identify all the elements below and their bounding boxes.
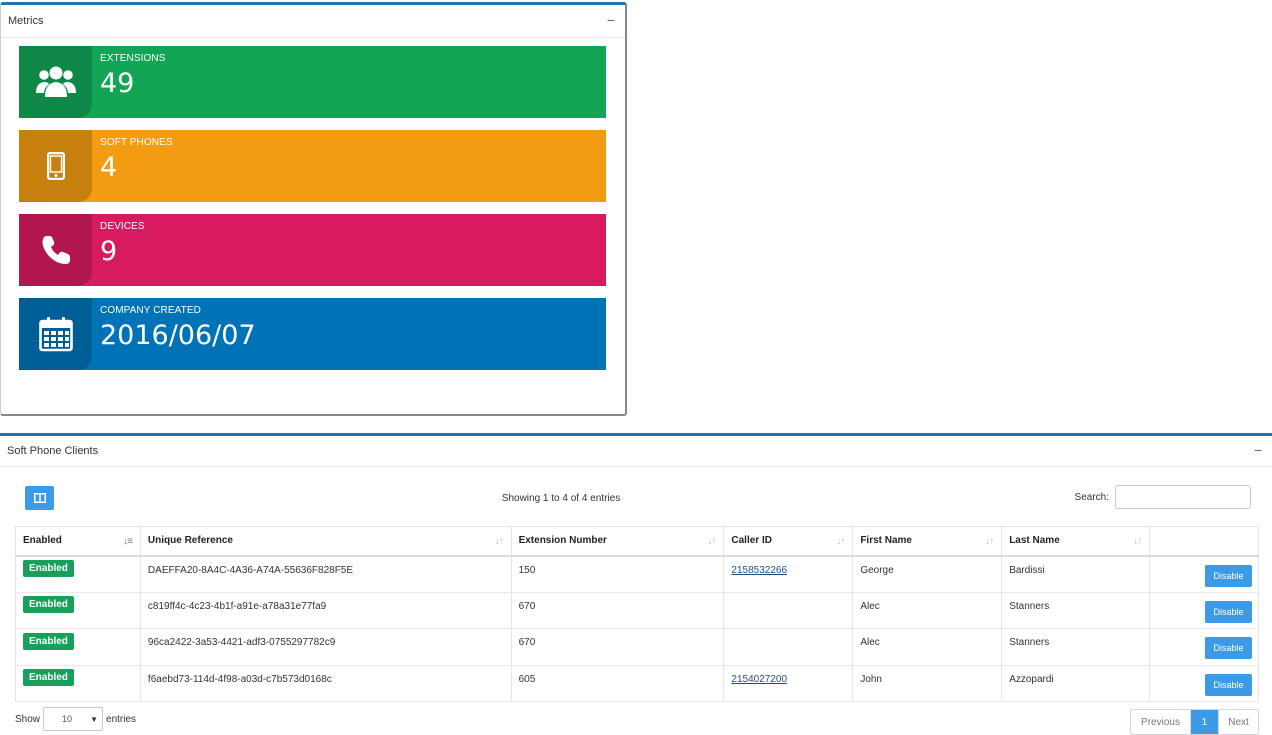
devices-value: 9: [100, 236, 118, 267]
clients-table: Enabled ↓≡ Unique Reference ↓↑ Extension…: [15, 526, 1259, 702]
enabled-badge: Enabled: [23, 669, 74, 687]
extension-number: 670: [518, 600, 536, 612]
enabled-badge: Enabled: [23, 596, 74, 614]
header-extension-number[interactable]: Extension Number ↓↑: [510, 526, 724, 557]
company-created-tile: COMPANY CREATED 2016/06/07: [19, 298, 606, 370]
extensions-value: 49: [100, 68, 135, 99]
header-first-name-label: First Name: [860, 535, 912, 547]
users-icon: [19, 46, 92, 118]
table-header-row: Enabled ↓≡ Unique Reference ↓↑ Extension…: [15, 526, 1259, 557]
header-last-name[interactable]: Last Name ↓↑: [1001, 526, 1150, 557]
first-name: Alec: [860, 600, 880, 612]
extension-number: 670: [518, 637, 536, 649]
calendar-icon: [19, 298, 92, 370]
table-row: Enabled f6aebd73-114d-4f98-a03d-c7b573d0…: [15, 665, 1259, 702]
company-created-value: 2016/06/07: [100, 320, 256, 351]
enabled-badge: Enabled: [23, 632, 74, 650]
search-input[interactable]: [1115, 485, 1251, 509]
metrics-panel: Metrics − EXTENSIONS 49: [0, 2, 627, 416]
header-first-name[interactable]: First Name ↓↑: [852, 526, 1002, 557]
clients-title: Soft Phone Clients: [7, 445, 99, 457]
soft-phones-value: 4: [100, 152, 118, 183]
phone-icon: [19, 214, 92, 286]
clients-header: Soft Phone Clients −: [0, 436, 1272, 467]
disable-button[interactable]: Disable: [1205, 600, 1252, 623]
search-label: Search:: [1074, 491, 1109, 503]
unique-reference: f6aebd73-114d-4f98-a03d-c7b573d0168c: [147, 673, 332, 685]
extension-number: 605: [518, 673, 536, 685]
header-actions: [1149, 526, 1259, 557]
header-enabled[interactable]: Enabled ↓≡: [15, 526, 141, 557]
header-enabled-label: Enabled: [23, 535, 62, 547]
header-caller-id[interactable]: Caller ID ↓↑: [723, 526, 853, 557]
unique-reference: DAEFFA20-8A4C-4A36-A74A-55636F828F5E: [147, 564, 354, 576]
disable-button[interactable]: Disable: [1205, 564, 1252, 587]
unique-reference: c819ff4c-4c23-4b1f-a91e-a78a31e77fa9: [147, 600, 327, 612]
entries-label: entries: [106, 713, 137, 725]
last-name: Azzopardi: [1009, 673, 1054, 685]
first-name: Alec: [860, 637, 880, 649]
table-info: Showing 1 to 4 of 4 entries: [501, 493, 621, 504]
header-caller-id-label: Caller ID: [731, 535, 772, 547]
disable-button[interactable]: Disable: [1205, 637, 1252, 659]
extension-number: 150: [518, 564, 536, 576]
caller-id-link[interactable]: 2158532266: [731, 564, 788, 576]
sort-icon: ↓↑: [836, 536, 845, 547]
metrics-header: Metrics −: [1, 5, 625, 38]
page-length-select[interactable]: 10 ▼: [43, 707, 104, 731]
header-unique-reference[interactable]: Unique Reference ↓↑: [139, 526, 512, 557]
next-page-button[interactable]: Next: [1218, 710, 1258, 734]
metrics-collapse-button[interactable]: −: [606, 11, 615, 28]
sort-icon: ↓↑: [707, 536, 716, 547]
last-name: Stanners: [1009, 637, 1050, 649]
previous-page-button[interactable]: Previous: [1131, 710, 1191, 734]
sort-icon: ↓↑: [494, 536, 504, 547]
devices-label: DEVICES: [100, 221, 145, 232]
header-unique-reference-label: Unique Reference: [147, 535, 233, 547]
columns-icon: [33, 493, 46, 503]
column-visibility-button[interactable]: [25, 486, 54, 510]
sort-asc-icon: ↓≡: [123, 536, 133, 547]
mobile-phone-icon: [19, 130, 92, 202]
pagination: Previous 1 Next: [1130, 709, 1259, 735]
caller-id-link[interactable]: 2154027200: [731, 673, 788, 685]
enabled-badge: Enabled: [23, 560, 74, 577]
extensions-tile: EXTENSIONS 49: [19, 46, 606, 118]
first-name: George: [860, 564, 894, 576]
header-extension-number-label: Extension Number: [518, 535, 607, 547]
table-row: Enabled 96ca2422-3a53-4421-adf3-07552977…: [15, 628, 1259, 666]
show-label: Show: [15, 713, 41, 725]
header-last-name-label: Last Name: [1009, 535, 1060, 547]
table-row: Enabled DAEFFA20-8A4C-4A36-A74A-55636F82…: [15, 555, 1259, 593]
first-name: John: [860, 673, 882, 685]
last-name: Bardissi: [1009, 564, 1045, 576]
company-created-label: COMPANY CREATED: [100, 305, 201, 316]
last-name: Stanners: [1009, 600, 1050, 612]
page-length-control: Show 10 ▼ entries: [15, 707, 136, 731]
soft-phones-tile: SOFT PHONES 4: [19, 130, 606, 202]
devices-tile: DEVICES 9: [19, 214, 606, 286]
clients-collapse-button[interactable]: −: [1253, 441, 1262, 458]
sort-icon: ↓↑: [985, 536, 994, 547]
page-1-button[interactable]: 1: [1191, 710, 1218, 734]
sort-icon: ↓↑: [1133, 536, 1142, 547]
caret-down-icon: ▼: [90, 714, 99, 724]
disable-button[interactable]: Disable: [1205, 673, 1252, 696]
search-box: Search:: [1075, 485, 1251, 509]
soft-phones-label: SOFT PHONES: [100, 137, 173, 148]
unique-reference: 96ca2422-3a53-4421-adf3-0755297782c9: [147, 637, 336, 649]
table-row: Enabled c819ff4c-4c23-4b1f-a91e-a78a31e7…: [15, 592, 1259, 629]
metrics-title: Metrics: [8, 15, 44, 27]
page-length-value: 10: [62, 714, 73, 724]
soft-phone-clients-panel: Soft Phone Clients − Showing 1 to 4 of 4…: [0, 433, 1272, 735]
extensions-label: EXTENSIONS: [100, 53, 166, 64]
